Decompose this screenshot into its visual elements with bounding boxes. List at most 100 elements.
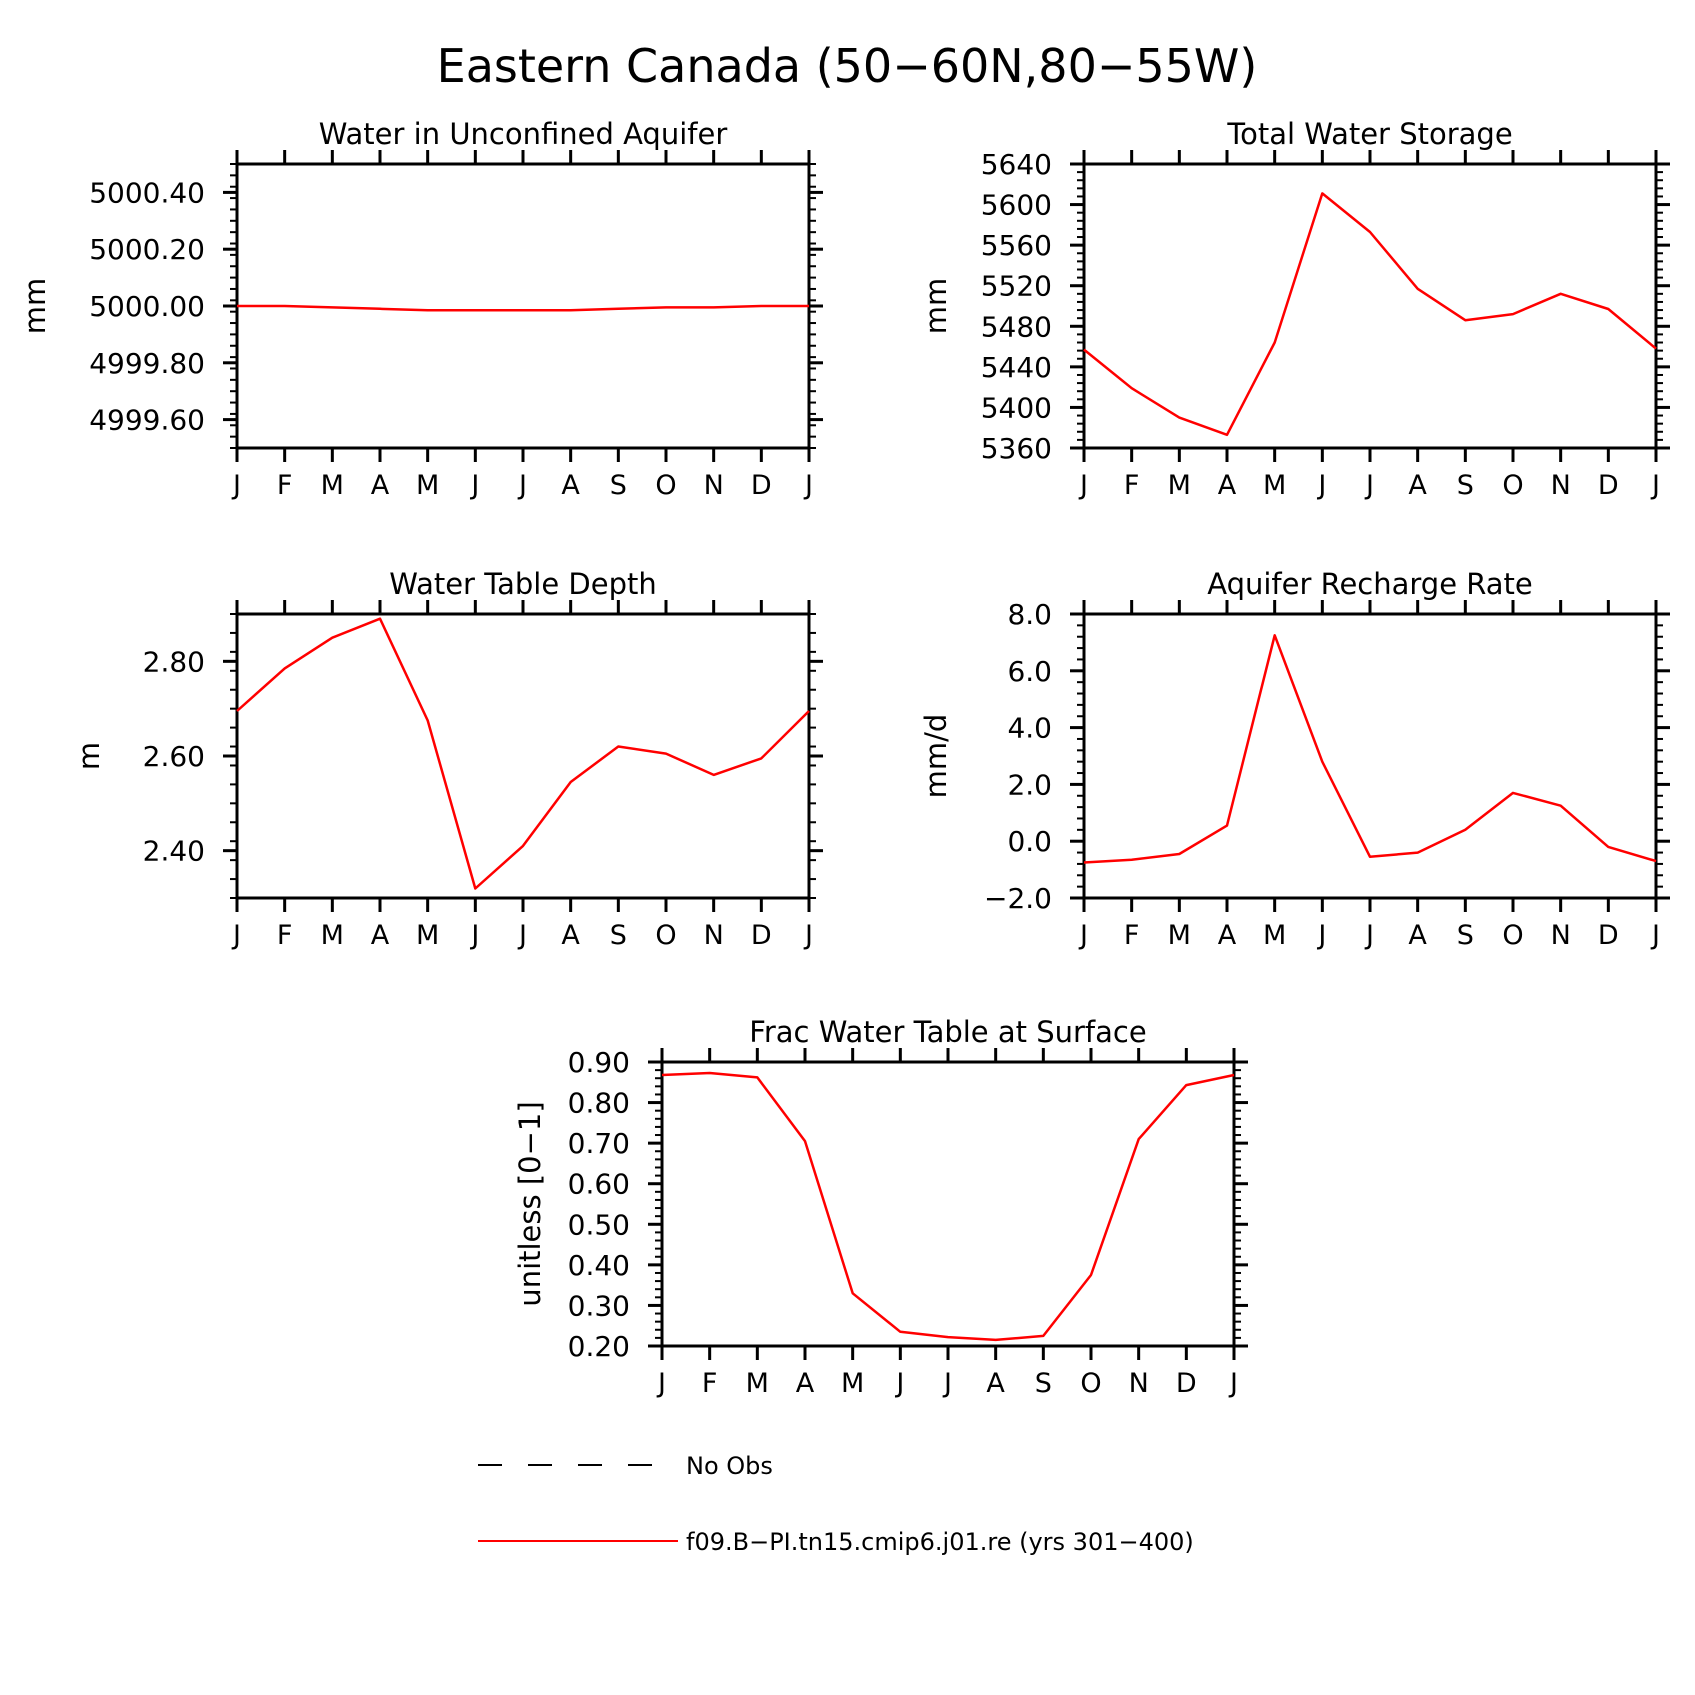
series-line-1: [236, 617, 810, 890]
x-tick-label: M: [321, 920, 344, 951]
x-tick-label: A: [986, 1368, 1005, 1399]
legend-obs-label: No Obs: [686, 1452, 773, 1480]
x-tick-label: J: [1650, 920, 1660, 951]
y-tick-label: 5000.00: [89, 290, 205, 323]
y-tick-label: 8.0: [1007, 598, 1052, 631]
x-tick-label: O: [1080, 1368, 1101, 1399]
x-tick-label: A: [1408, 920, 1427, 951]
y-tick-label: 0.70: [568, 1127, 630, 1160]
y-tick-label: 4999.80: [89, 347, 205, 380]
x-tick-label: M: [416, 920, 439, 951]
y-tick-label: 4.0: [1007, 712, 1052, 745]
x-tick-label: D: [1176, 1368, 1197, 1399]
x-tick-label: J: [1316, 920, 1326, 951]
x-tick-label: J: [1650, 470, 1660, 501]
x-tick-label: J: [1364, 920, 1374, 951]
x-tick-label: J: [231, 920, 241, 951]
y-tick-label: 5640: [981, 148, 1052, 181]
y-tick-label: 6.0: [1007, 655, 1052, 688]
x-tick-label: F: [277, 920, 293, 951]
y-axis-title: m: [72, 742, 106, 770]
x-tick-label: J: [894, 1368, 904, 1399]
x-tick-label: J: [803, 920, 813, 951]
x-tick-label: S: [610, 470, 627, 501]
x-tick-label: S: [1035, 1368, 1052, 1399]
y-axis-title: mm: [919, 278, 953, 335]
figure-title: Eastern Canada (50−60N,80−55W): [437, 39, 1258, 93]
y-tick-label: 0.0: [1007, 825, 1052, 858]
x-tick-label: F: [1124, 920, 1140, 951]
x-tick-label: O: [655, 470, 676, 501]
y-tick-label: 0.60: [568, 1168, 630, 1201]
legend: No Obs f09.B−PI.tn15.cmip6.j01.re (yrs 3…: [478, 1452, 1194, 1556]
y-tick-label: 5360: [981, 432, 1052, 465]
y-tick-label: 5480: [981, 310, 1052, 343]
y-tick-label: 5400: [981, 391, 1052, 424]
x-tick-label: D: [751, 920, 772, 951]
x-tick-label: A: [1408, 470, 1427, 501]
x-tick-label: A: [1218, 470, 1237, 501]
x-tick-label: D: [751, 470, 772, 501]
x-tick-label: J: [803, 470, 813, 501]
x-tick-label: A: [371, 920, 390, 951]
y-tick-label: 5600: [981, 189, 1052, 222]
x-tick-label: D: [1598, 920, 1619, 951]
legend-model-label: f09.B−PI.tn15.cmip6.j01.re (yrs 301−400): [686, 1528, 1194, 1556]
x-tick-label: J: [1316, 470, 1326, 501]
x-tick-label: M: [416, 470, 439, 501]
x-tick-label: N: [1551, 920, 1571, 951]
x-tick-label: J: [469, 920, 479, 951]
y-tick-label: −2.0: [984, 882, 1052, 915]
y-tick-label: 5440: [981, 351, 1052, 384]
x-tick-label: M: [746, 1368, 769, 1399]
x-tick-label: A: [561, 920, 580, 951]
y-tick-label: 0.80: [568, 1087, 630, 1120]
y-axis-title: mm: [18, 278, 52, 335]
y-tick-label: 5000.40: [89, 176, 205, 209]
x-tick-label: F: [277, 470, 293, 501]
series-line-1: [1083, 634, 1657, 864]
x-tick-label: M: [1168, 920, 1191, 951]
x-tick-label: M: [1263, 470, 1286, 501]
x-tick-label: M: [321, 470, 344, 501]
x-tick-label: J: [656, 1368, 666, 1399]
plot-frame: [235, 612, 811, 900]
x-tick-label: J: [469, 470, 479, 501]
x-tick-label: N: [704, 920, 724, 951]
x-tick-label: J: [1078, 920, 1088, 951]
series-line-1: [1083, 192, 1657, 437]
x-tick-label: M: [841, 1368, 864, 1399]
y-axis-title: mm/d: [919, 714, 953, 799]
x-tick-label: A: [371, 470, 390, 501]
x-tick-label: J: [1364, 470, 1374, 501]
y-tick-label: 2.0: [1007, 768, 1052, 801]
x-tick-label: J: [517, 920, 527, 951]
x-tick-label: N: [704, 470, 724, 501]
y-tick-label: 0.30: [568, 1289, 630, 1322]
x-tick-label: A: [561, 470, 580, 501]
x-tick-label: S: [610, 920, 627, 951]
x-tick-label: O: [1502, 470, 1523, 501]
panel-title: Frac Water Table at Surface: [749, 1015, 1146, 1049]
x-tick-label: J: [517, 470, 527, 501]
x-tick-label: D: [1598, 470, 1619, 501]
series-line-1: [237, 304, 809, 312]
x-tick-label: N: [1129, 1368, 1149, 1399]
y-tick-label: 5560: [981, 229, 1052, 262]
y-tick-label: 2.80: [143, 645, 205, 678]
y-tick-label: 0.90: [568, 1046, 630, 1079]
x-tick-label: S: [1457, 920, 1474, 951]
x-tick-label: F: [1124, 470, 1140, 501]
x-tick-label: J: [942, 1368, 952, 1399]
y-axis-title: unitless [0−1]: [513, 1101, 547, 1306]
x-tick-label: S: [1457, 470, 1474, 501]
x-tick-label: J: [231, 470, 241, 501]
x-tick-label: O: [655, 920, 676, 951]
x-tick-label: A: [1218, 920, 1237, 951]
panel-title: Total Water Storage: [1226, 117, 1512, 151]
